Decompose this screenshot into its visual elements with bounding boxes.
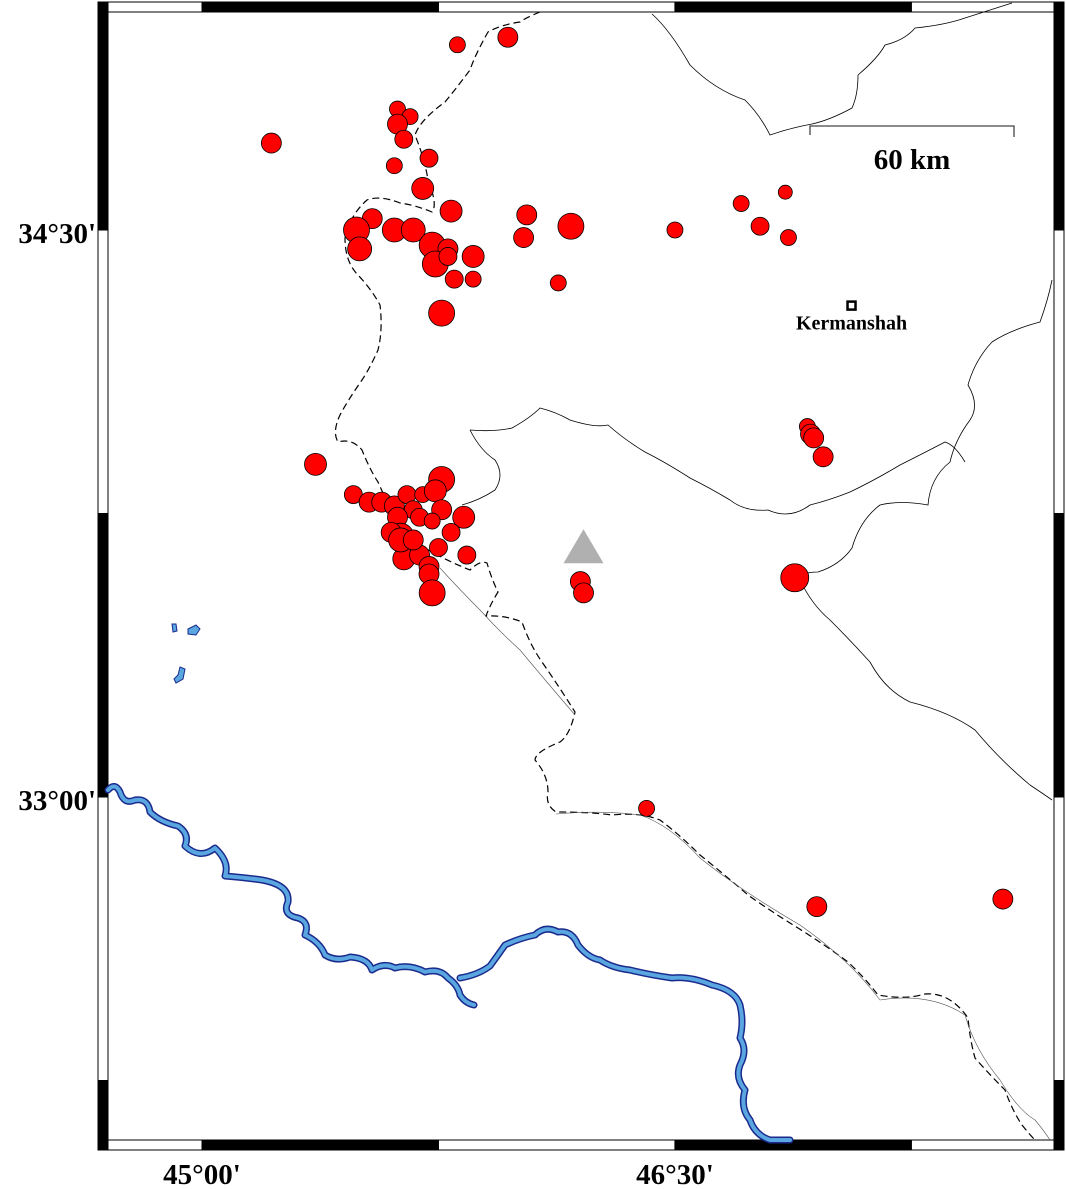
earthquake-event: [429, 538, 448, 557]
lat-label-34-30: 34°30': [18, 218, 96, 250]
frame-segment-bottom: [97, 1139, 203, 1151]
river: [106, 784, 476, 1007]
earthquake-event: [411, 177, 435, 200]
province-boundaries: [461, 2, 1053, 801]
frame-segment-right: [1053, 1080, 1065, 1151]
earthquake-event: [400, 217, 426, 243]
province-boundary: [799, 279, 1053, 801]
earthquake-event: [777, 184, 793, 200]
province-boundary: [461, 429, 501, 506]
city-label: Kermanshah: [796, 313, 907, 335]
earthquake-event: [992, 888, 1014, 910]
river: [458, 927, 792, 1142]
border-solid: [555, 811, 1051, 1141]
earthquake-event: [444, 269, 464, 289]
international-border: [334, 11, 1051, 1141]
scale-bar: 60 km: [809, 125, 1015, 176]
lake: [171, 623, 178, 633]
earthquake-event: [750, 216, 770, 236]
earthquake-event: [513, 227, 535, 248]
frame-segment-bottom: [674, 1139, 912, 1151]
city-square-icon: [846, 300, 857, 311]
earthquake-event: [573, 582, 594, 604]
kermanshah-city: Kermanshah: [796, 300, 907, 335]
earthquake-event: [732, 195, 750, 212]
frame-segment-left: [97, 229, 109, 514]
scale-bar-label: 60 km: [874, 144, 951, 176]
earthquake-event: [418, 579, 446, 607]
earthquake-event: [452, 505, 476, 529]
earthquake-event: [666, 221, 684, 239]
earthquake-event: [423, 512, 441, 530]
lake: [187, 624, 201, 636]
earthquake-events: [260, 26, 1014, 918]
lat-label-33-00: 33°00': [18, 785, 96, 817]
earthquake-event: [497, 26, 519, 48]
earthquake-event: [780, 563, 810, 593]
frame-segment-bottom: [910, 1139, 1065, 1151]
earthquake-event: [423, 479, 447, 503]
frame-segment-right: [1053, 229, 1065, 514]
frame-segment-left: [97, 1, 109, 231]
frame-segment-left: [97, 1080, 109, 1151]
frame-segment-right: [1053, 513, 1065, 798]
earthquake-event: [347, 236, 373, 262]
frame-segment-left: [97, 796, 109, 1081]
earthquake-event: [394, 129, 414, 149]
frame-segment-top: [97, 1, 203, 13]
border-solid: [439, 567, 576, 716]
map-frame: [97, 1, 1065, 1151]
lon-label-45-00: 45°00': [163, 1159, 241, 1189]
earthquake-event: [803, 427, 825, 449]
lake: [173, 666, 186, 684]
border-dashed: [334, 11, 1036, 1141]
province-boundary: [469, 407, 966, 515]
earthquake-event: [439, 199, 463, 223]
earthquake-event: [402, 529, 424, 551]
station-triangle-icon: [563, 529, 604, 564]
earthquake-event: [441, 523, 461, 542]
earthquake-event: [304, 452, 327, 476]
earthquake-event: [464, 270, 482, 288]
earthquake-event: [516, 204, 538, 226]
frame-segment-right: [1053, 796, 1065, 1081]
earthquake-event: [780, 229, 797, 246]
earthquake-event: [461, 245, 485, 268]
earthquake-event: [638, 799, 655, 817]
rivers: [104, 783, 794, 1144]
earthquake-event: [428, 299, 456, 327]
earthquake-event: [260, 132, 282, 154]
lakes: [171, 623, 201, 684]
province-boundary: [651, 2, 1013, 136]
earthquake-event: [448, 36, 466, 54]
earthquake-event: [557, 212, 585, 240]
earthquake-event: [806, 896, 828, 918]
frame-segment-bottom: [201, 1139, 439, 1151]
frame-segment-bottom: [437, 1139, 676, 1151]
frame-segment-left: [97, 513, 109, 798]
earthquake-event: [549, 274, 567, 292]
earthquake-event: [812, 446, 834, 468]
frame-segment-top: [674, 1, 912, 13]
earthquake-event: [438, 247, 458, 266]
frame-segment-right: [1053, 1, 1065, 231]
frame-segment-top: [201, 1, 439, 13]
frame-segment-top: [437, 1, 676, 13]
lon-label-46-30: 46°30': [636, 1159, 714, 1189]
earthquake-event: [457, 545, 477, 565]
earthquake-event: [419, 148, 439, 168]
scale-bar-line: [809, 125, 1015, 137]
earthquake-event: [385, 157, 403, 175]
